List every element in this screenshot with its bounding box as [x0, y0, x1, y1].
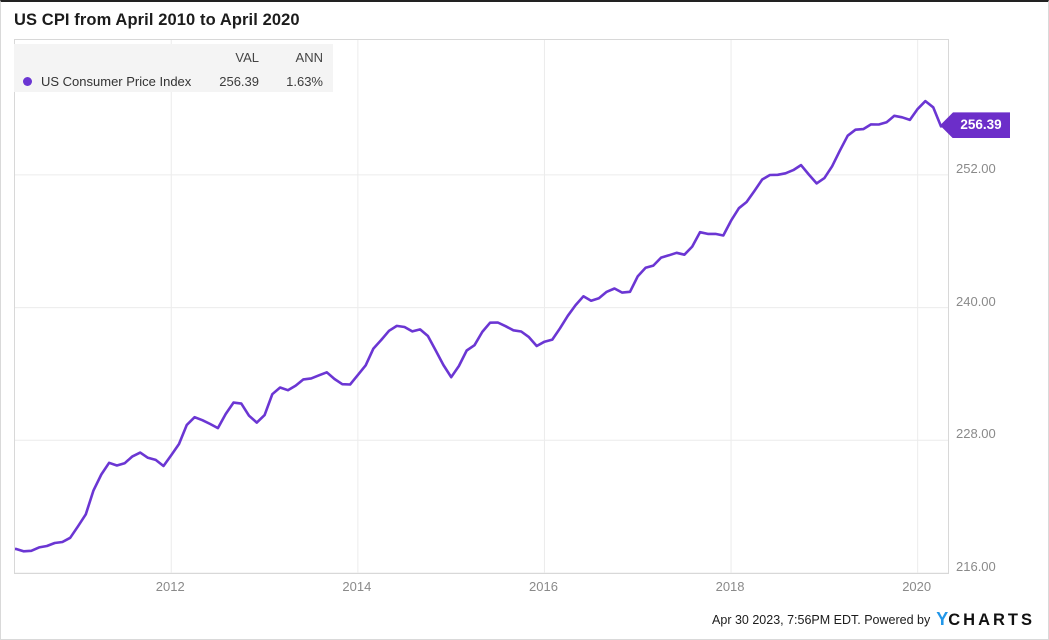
y-axis-label: 240.00 [956, 293, 996, 309]
x-axis-label: 2014 [342, 579, 372, 594]
x-axis-label: 2020 [902, 579, 932, 594]
legend-ann-header: ANN [295, 50, 323, 65]
legend-series-ann: 1.63% [286, 74, 323, 89]
legend: VAL ANN US Consumer Price Index 256.39 1… [14, 44, 333, 92]
series-dot-icon [23, 77, 32, 86]
legend-series-row: US Consumer Price Index [23, 74, 196, 89]
y-axis-label: 228.00 [956, 426, 996, 442]
ycharts-logo-y: Y [936, 609, 949, 629]
chart-canvas[interactable] [15, 40, 948, 573]
legend-series-name[interactable]: US Consumer Price Index [41, 74, 192, 89]
legend-val-header: VAL [235, 50, 259, 65]
x-axis-label: 2012 [155, 579, 185, 594]
chart-plot-area[interactable] [14, 39, 949, 574]
ycharts-logo-text: CHARTS [948, 611, 1035, 629]
last-value-badge: 256.39 [940, 112, 1010, 139]
footer-timestamp: Apr 30 2023, 7:56PM EDT. Powered by [712, 612, 931, 627]
x-axis-label: 2018 [715, 579, 745, 594]
footer: Apr 30 2023, 7:56PM EDT. Powered by Y CHA… [712, 609, 1035, 630]
x-axis-label: 2016 [529, 579, 558, 594]
y-axis-label: 216.00 [956, 559, 996, 574]
last-value-label: 256.39 [960, 117, 1002, 133]
ycharts-logo[interactable]: Y CHARTS [936, 609, 1035, 630]
chart-title: US CPI from April 2010 to April 2020 [14, 11, 300, 29]
y-axis-label: 252.00 [956, 160, 996, 176]
legend-series-val: 256.39 [219, 74, 259, 89]
